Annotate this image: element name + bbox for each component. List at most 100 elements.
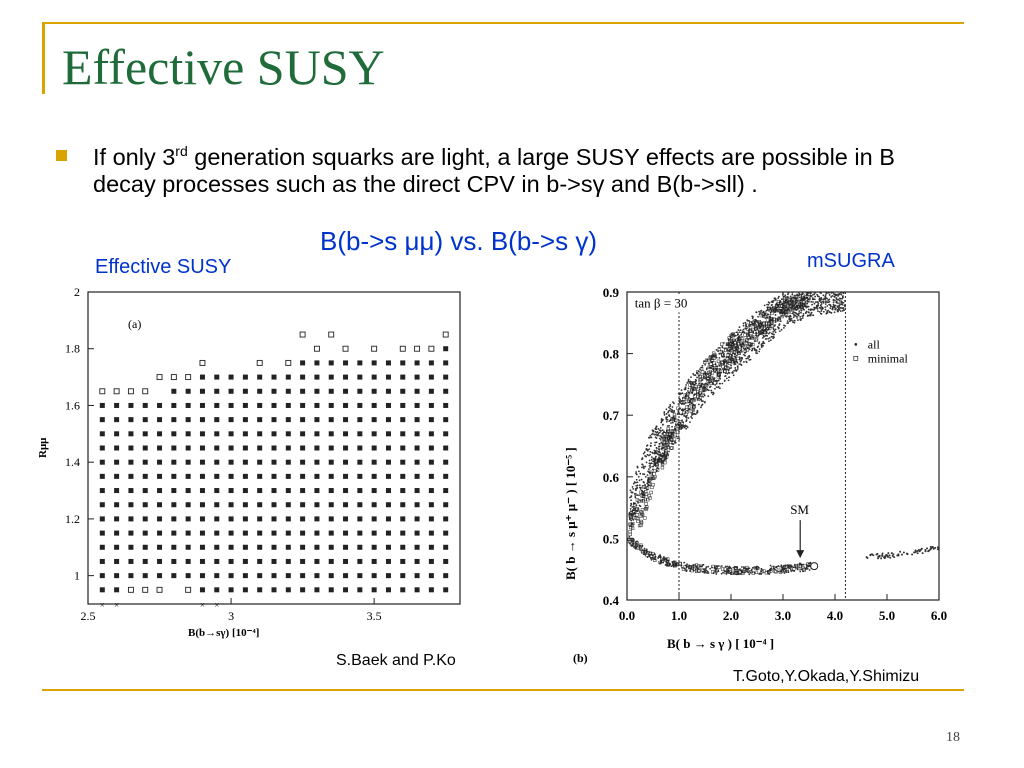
filled-square-point: [314, 431, 320, 437]
minimal-point: [701, 384, 705, 388]
all-point: [814, 295, 817, 298]
open-square-point: [313, 345, 320, 352]
all-point: [770, 301, 773, 303]
all-point: [702, 568, 705, 571]
all-point: [639, 505, 642, 508]
all-point: [643, 473, 646, 476]
minimal-point: [629, 515, 633, 519]
all-point: [683, 388, 686, 391]
filled-square-point: [357, 431, 363, 437]
minimal-point: [646, 498, 650, 502]
all-point: [637, 501, 639, 504]
minimal-point: [727, 361, 732, 365]
minimal-point: [746, 331, 750, 336]
minimal-point: [650, 485, 654, 490]
all-point: [684, 415, 687, 418]
minimal-point: [659, 459, 663, 463]
filled-square-point: [400, 587, 406, 593]
minimal-point: [651, 483, 655, 487]
minimal-point: [772, 317, 777, 322]
filled-square-point: [357, 374, 363, 380]
open-square-point: [428, 345, 435, 352]
filled-square-point: [214, 502, 220, 508]
minimal-point: [796, 566, 801, 571]
all-point: [634, 481, 637, 484]
minimal-point: [641, 498, 645, 503]
all-point: [687, 390, 689, 392]
minimal-point: [767, 314, 771, 318]
minimal-point: [780, 310, 784, 315]
all-point: [661, 452, 664, 455]
all-point: [648, 464, 651, 467]
filled-square-point: [128, 445, 134, 451]
filled-square-point: [285, 473, 291, 479]
filled-square-point: [157, 516, 163, 522]
all-point: [891, 554, 894, 557]
all-point: [920, 547, 923, 550]
filled-square-point: [142, 558, 148, 564]
all-point: [738, 363, 741, 366]
filled-square-point: [314, 360, 320, 366]
filled-square-point: [242, 402, 248, 408]
all-point: [716, 365, 719, 368]
all-point: [727, 379, 730, 382]
x-tick-label: 0.0: [619, 608, 635, 623]
all-point: [799, 315, 802, 318]
all-point: [833, 306, 836, 309]
minimal-point: [722, 369, 727, 374]
minimal-point: [720, 342, 724, 346]
all-point: [630, 499, 633, 502]
x-tick-label: 5.0: [879, 608, 895, 623]
filled-square-point: [199, 558, 205, 564]
all-point: [671, 406, 674, 408]
minimal-point: [643, 516, 647, 520]
minimal-point: [689, 409, 693, 414]
filled-square-point: [271, 502, 277, 508]
all-point: [832, 293, 835, 295]
bullet-superscript: rd: [175, 143, 188, 159]
all-point: [732, 566, 735, 569]
x-tick-label: 3.5: [367, 609, 382, 623]
all-point: [824, 293, 827, 296]
minimal-point: [651, 552, 655, 556]
all-point: [797, 314, 800, 317]
minimal-point: [731, 358, 735, 363]
minimal-point: [628, 522, 632, 526]
filled-square-point: [443, 346, 449, 352]
all-point: [668, 414, 670, 417]
minimal-point: [656, 448, 660, 452]
minimal-point: [707, 365, 711, 369]
minimal-point: [666, 563, 670, 567]
all-point: [636, 542, 638, 545]
all-point: [801, 563, 804, 566]
filled-square-point: [443, 445, 449, 451]
all-point: [725, 347, 727, 350]
all-point: [674, 440, 677, 443]
minimal-point: [794, 565, 799, 569]
minimal-point: [666, 562, 671, 567]
all-point: [834, 299, 836, 302]
legend-minimal-marker: [853, 356, 859, 361]
filled-square-point: [242, 488, 248, 494]
all-point: [651, 468, 654, 471]
filled-square-point: [114, 587, 120, 593]
minimal-point: [648, 551, 653, 555]
filled-square-point: [414, 374, 420, 380]
filled-square-point: [414, 502, 420, 508]
all-point: [685, 570, 688, 573]
minimal-point: [779, 301, 783, 305]
minimal-point: [698, 375, 702, 379]
minimal-point: [663, 457, 667, 461]
filled-square-point: [343, 459, 349, 465]
filled-square-point: [199, 445, 205, 451]
filled-square-point: [185, 516, 191, 522]
open-square-point: [185, 374, 192, 381]
filled-square-point: [257, 417, 263, 423]
filled-square-point: [343, 558, 349, 564]
minimal-point: [741, 569, 746, 574]
y-tick-label: 0.4: [603, 593, 620, 608]
minimal-point: [797, 305, 801, 310]
all-point: [656, 434, 659, 436]
all-point: [839, 310, 842, 313]
all-point: [720, 572, 723, 575]
